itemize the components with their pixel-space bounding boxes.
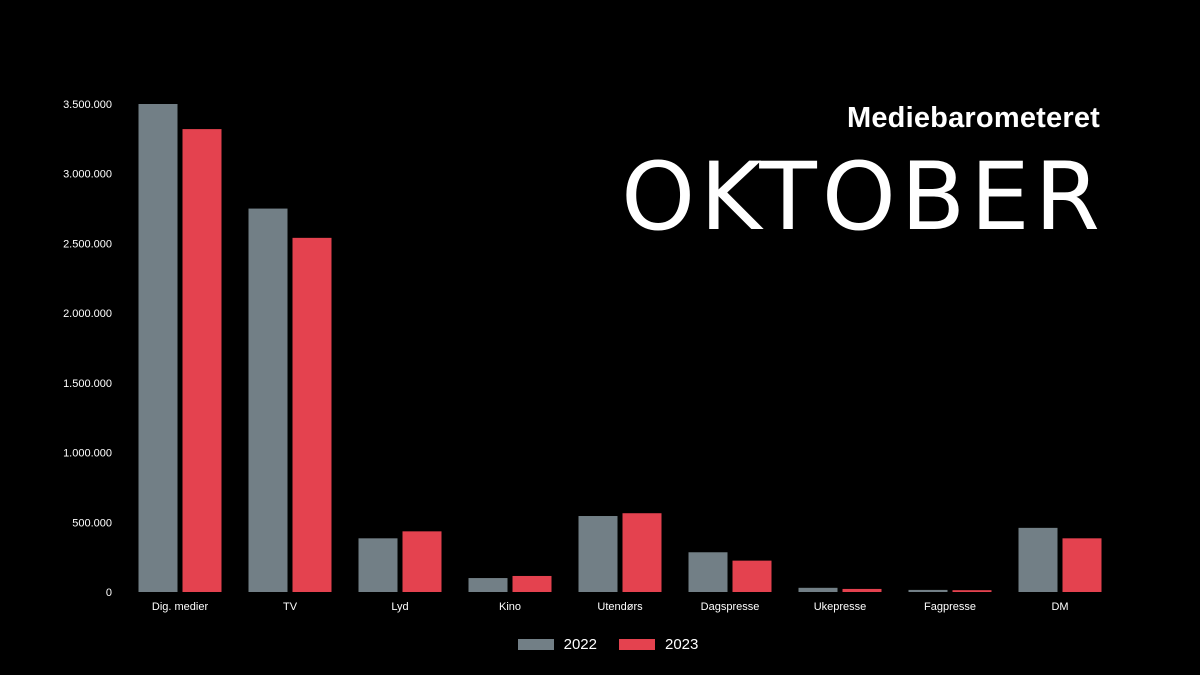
- bars: [138, 104, 1102, 593]
- x-tick-label: Lyd: [391, 601, 408, 613]
- bar-2023: [512, 575, 552, 592]
- bar-2023: [732, 560, 772, 592]
- bar-2022: [908, 589, 948, 592]
- bar-2022: [578, 516, 618, 592]
- y-axis: 0 500.000 1.000.000 1.500.000 2.000.000 2.500…: [63, 99, 112, 599]
- legend-label-2023: 2023: [665, 636, 699, 653]
- bar-2022: [688, 552, 728, 592]
- bar-2022: [248, 208, 288, 593]
- x-tick-label: Utendørs: [597, 601, 643, 613]
- bar-2023: [402, 531, 442, 592]
- chart-subtitle: Mediebarometeret: [847, 102, 1100, 134]
- x-tick-label: Ukepresse: [814, 601, 867, 613]
- bar-2022: [1018, 527, 1058, 592]
- y-tick-label: 3.500.000: [63, 99, 112, 111]
- legend-swatch-2022: [517, 639, 554, 650]
- x-tick-label: TV: [283, 601, 298, 613]
- legend: 2022 2023: [0, 636, 1200, 653]
- x-tick-label: Kino: [499, 601, 521, 613]
- y-tick-label: 1.500.000: [63, 378, 112, 390]
- y-tick-label: 500.000: [72, 517, 112, 529]
- x-tick-label: Dagspresse: [701, 601, 760, 613]
- x-tick-label: Fagpresse: [924, 601, 976, 613]
- bar-2023: [842, 588, 882, 592]
- y-tick-label: 2.500.000: [63, 238, 112, 250]
- x-tick-label: DM: [1051, 601, 1068, 613]
- legend-label-2022: 2022: [563, 636, 597, 653]
- bar-2023: [622, 513, 662, 592]
- bar-2022: [468, 578, 508, 592]
- x-tick-label: Dig. medier: [152, 601, 209, 613]
- bar-2022: [798, 587, 838, 592]
- bar-2023: [952, 590, 992, 592]
- x-axis: Dig. medier TV Lyd Kino Utendørs Dagspresse Uk…: [152, 601, 1069, 613]
- y-tick-label: 3.000.000: [63, 169, 112, 181]
- bar-2022: [138, 104, 178, 592]
- y-tick-label: 2.000.000: [63, 308, 112, 320]
- bar-2023: [182, 129, 222, 592]
- y-tick-label: 1.000.000: [63, 448, 112, 460]
- legend-item-2023: 2023: [619, 636, 698, 653]
- bar-2023: [1062, 538, 1102, 592]
- legend-swatch-2023: [619, 639, 655, 650]
- chart-title: OKTOBER: [621, 143, 1105, 252]
- bar-2023: [292, 237, 332, 592]
- y-tick-label: 0: [106, 587, 112, 599]
- legend-item-2022: 2022: [517, 636, 597, 653]
- bar-2022: [358, 538, 398, 592]
